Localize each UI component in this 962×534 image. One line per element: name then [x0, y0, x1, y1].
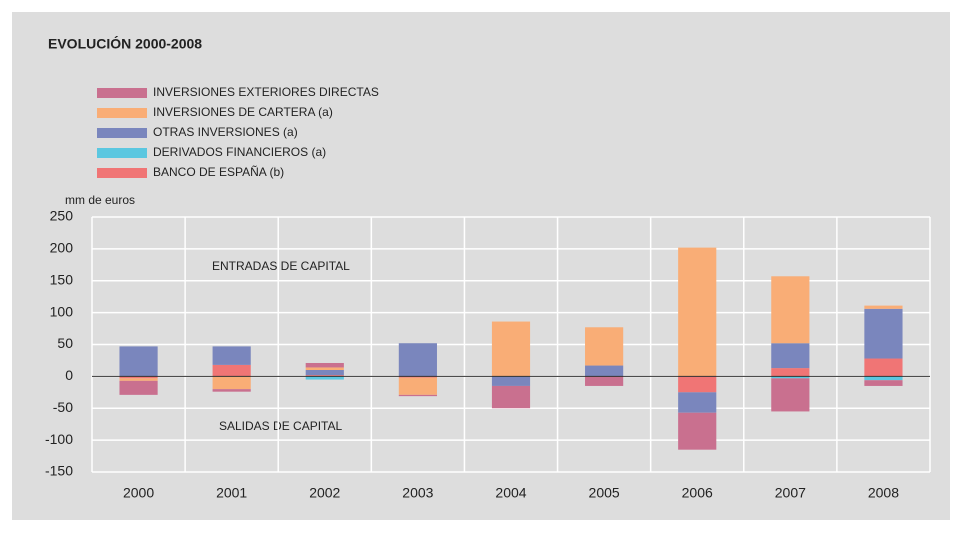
x-tick-label: 2006 [682, 485, 713, 501]
legend-label: BANCO DE ESPAÑA (b) [153, 165, 284, 179]
bar-segment [305, 376, 344, 380]
bar-segment [585, 327, 624, 366]
panel [12, 12, 950, 520]
bar-segment [212, 389, 251, 392]
bar-segment [585, 376, 624, 386]
bar-segment [119, 380, 158, 395]
bar-segment [398, 377, 437, 395]
bar-segment [398, 376, 437, 378]
bar-segment [119, 378, 158, 381]
y-axis-label: mm de euros [65, 193, 135, 207]
y-tick-label: 0 [65, 367, 73, 383]
bar-segment [678, 412, 717, 450]
bar-segment [864, 308, 903, 359]
bar-segment [305, 370, 344, 376]
y-tick-label: 100 [50, 303, 74, 319]
bar-segment [398, 394, 437, 397]
bar-segment [119, 346, 158, 377]
bar-segment [212, 364, 251, 377]
y-tick-label: 150 [50, 271, 74, 287]
legend-swatch [97, 148, 147, 158]
bar-segment [491, 321, 531, 377]
legend-label: OTRAS INVERSIONES (a) [153, 125, 298, 139]
bar-segment [305, 362, 344, 368]
x-tick-label: 2002 [309, 485, 340, 501]
bar-segment [771, 376, 810, 379]
bar-segment [305, 367, 344, 370]
bar-segment [305, 375, 344, 377]
x-tick-label: 2004 [495, 485, 526, 501]
bar-segment [678, 247, 717, 377]
bar-segment [119, 376, 158, 379]
x-tick-label: 2000 [123, 485, 154, 501]
bar-segment [585, 365, 624, 377]
bar-segment [864, 305, 903, 309]
legend-swatch [97, 128, 147, 138]
y-tick-label: 200 [50, 240, 74, 256]
bar-segment [212, 346, 251, 365]
bar-segment [864, 380, 903, 386]
legend-label: INVERSIONES EXTERIORES DIRECTAS [153, 85, 379, 99]
bar-segment [678, 392, 717, 413]
legend-label: DERIVADOS FINANCIEROS (a) [153, 145, 326, 159]
bar-segment [771, 368, 810, 377]
chart-title: EVOLUCIÓN 2000-2008 [48, 35, 202, 52]
bar-segment [771, 276, 810, 344]
annotation: SALIDAS DE CAPITAL [219, 419, 342, 433]
bar-segment [864, 358, 903, 377]
bar-segment [771, 378, 810, 412]
bar-segment [398, 343, 437, 377]
legend-swatch [97, 88, 147, 98]
legend-label: INVERSIONES DE CARTERA (a) [153, 105, 333, 119]
bar-segment [864, 376, 903, 381]
x-tick-label: 2008 [868, 485, 899, 501]
y-tick-label: 250 [50, 208, 74, 224]
legend-swatch [97, 168, 147, 178]
bar-segment [491, 376, 531, 386]
x-tick-label: 2005 [589, 485, 620, 501]
y-tick-label: -100 [45, 431, 73, 447]
y-tick-label: -150 [45, 463, 73, 479]
bar-segment [212, 376, 251, 390]
annotation: ENTRADAS DE CAPITAL [212, 259, 350, 273]
bar-segment [678, 376, 717, 393]
x-tick-label: 2003 [402, 485, 433, 501]
legend-swatch [97, 108, 147, 118]
bar-segment [771, 343, 810, 369]
y-tick-label: -50 [53, 399, 73, 415]
x-tick-label: 2007 [775, 485, 806, 501]
x-tick-label: 2001 [216, 485, 247, 501]
bar-segment [491, 385, 531, 409]
y-tick-label: 50 [57, 335, 73, 351]
